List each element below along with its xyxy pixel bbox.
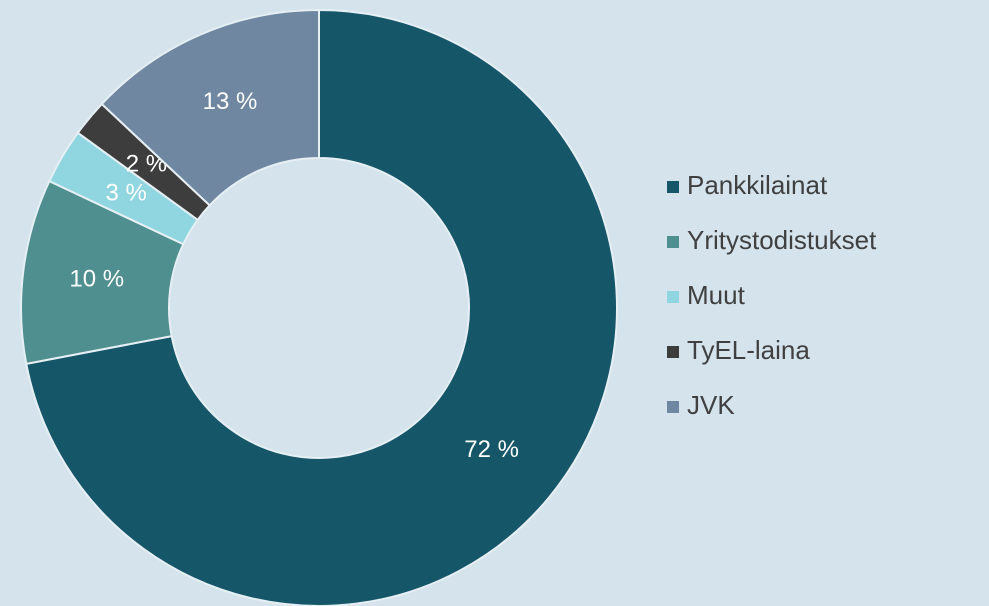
legend-label: JVK — [687, 390, 735, 420]
data-label: 72 % — [464, 436, 519, 463]
legend-swatch — [667, 236, 679, 248]
donut-slice — [100, 8, 320, 207]
donut-slice — [25, 8, 618, 606]
legend-swatch — [667, 346, 679, 358]
legend-label: TyEL-laina — [687, 335, 810, 365]
legend-label: Yritystodistukset — [687, 225, 877, 255]
data-label: 13 % — [203, 88, 258, 115]
legend-swatch — [667, 401, 679, 413]
data-label: 3 % — [106, 179, 147, 206]
legend-label: Muut — [687, 280, 746, 310]
data-label: 10 % — [69, 265, 124, 292]
legend-label: Pankkilainat — [687, 170, 828, 200]
legend-swatch — [667, 181, 679, 193]
legend-swatch — [667, 291, 679, 303]
